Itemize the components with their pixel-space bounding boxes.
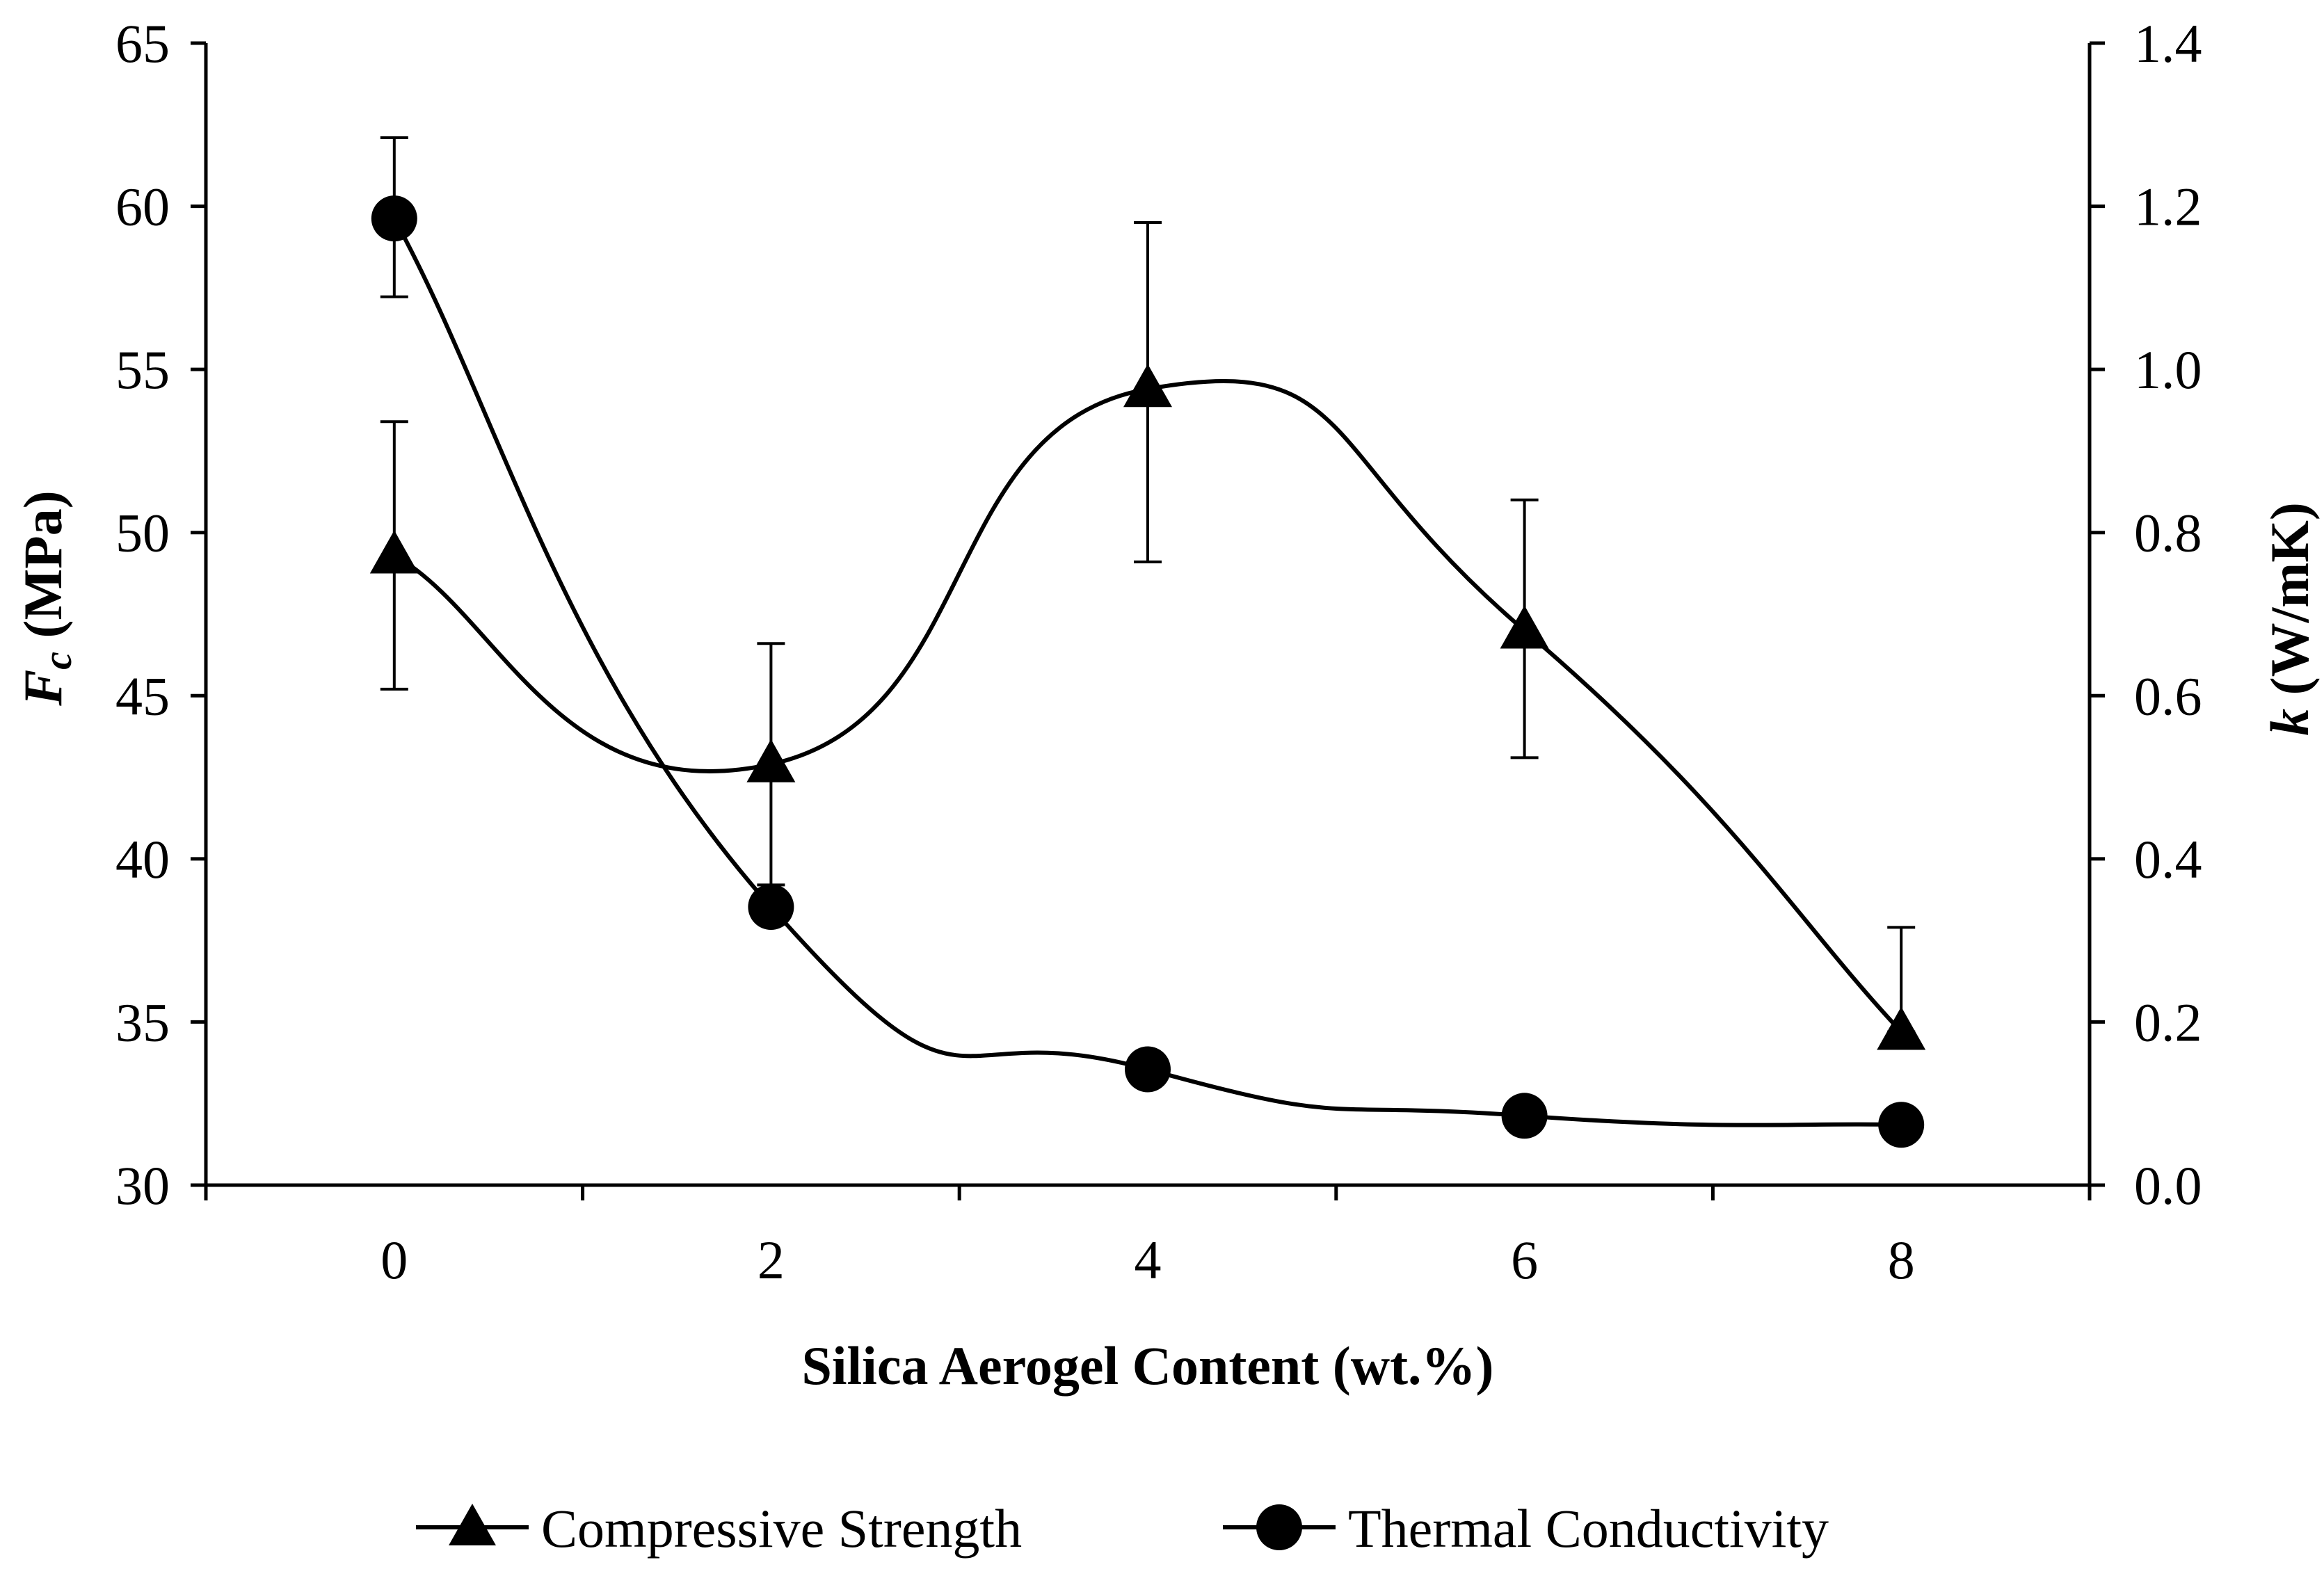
left-y-tick-label: 45 (115, 666, 170, 726)
left-y-tick-label: 50 (115, 503, 170, 563)
legend-triangle-marker (449, 1504, 496, 1545)
series-thermal-conductivity (371, 136, 1925, 1148)
legend: Compressive Strength Thermal Conductivit… (416, 1498, 1829, 1559)
legend-label-thermal-conductivity: Thermal Conductivity (1348, 1498, 1829, 1559)
right-y-axis: 0.0 0.2 0.4 0.6 0.8 1.0 1.2 1.4 (2090, 13, 2202, 1216)
x-tick-label: 6 (1511, 1230, 1538, 1290)
right-y-tick-label: 0.4 (2134, 829, 2202, 890)
right-y-tick-label: 0.2 (2134, 992, 2202, 1052)
legend-label-compressive-strength: Compressive Strength (541, 1498, 1022, 1559)
legend-item-compressive-strength: Compressive Strength (416, 1498, 1022, 1559)
x-tick-label: 2 (758, 1230, 785, 1290)
circle-marker (748, 884, 794, 931)
circle-marker (1501, 1093, 1548, 1139)
left-y-tick-label: 55 (115, 339, 170, 400)
x-tick-label: 0 (380, 1230, 408, 1290)
legend-item-thermal-conductivity: Thermal Conductivity (1223, 1498, 1829, 1559)
triangle-marker (1500, 605, 1549, 649)
triangle-marker (1123, 364, 1172, 408)
left-y-tick-label: 65 (115, 13, 170, 74)
left-y-axis: 30 35 40 45 50 55 60 65 (115, 13, 206, 1216)
x-tick-label: 8 (1888, 1230, 1915, 1290)
triangle-marker (746, 739, 796, 782)
legend-circle-marker (1256, 1504, 1302, 1550)
series-compressive-strength (369, 221, 1926, 1050)
left-y-tick-label: 60 (115, 177, 170, 237)
right-y-axis-title: k (W/mK) (2259, 502, 2320, 736)
x-axis: 0 2 4 6 8 (204, 1185, 2092, 1290)
left-y-tick-label: 40 (115, 829, 170, 890)
triangle-marker (369, 530, 419, 574)
right-y-tick-label: 1.2 (2134, 177, 2202, 237)
triangle-marker (1877, 1006, 1926, 1050)
left-y-tick-label: 30 (115, 1155, 170, 1216)
series-line (392, 217, 1902, 1127)
right-y-tick-label: 0.0 (2134, 1155, 2202, 1216)
x-tick-label: 4 (1135, 1230, 1162, 1290)
axes (204, 43, 2092, 1187)
right-y-tick-label: 0.6 (2134, 666, 2202, 726)
circle-marker (1878, 1102, 1925, 1148)
left-y-tick-label: 35 (115, 992, 170, 1052)
left-y-axis-title: Fc (MPa) (13, 490, 80, 707)
circle-marker (1125, 1046, 1171, 1093)
right-y-tick-label: 1.4 (2134, 13, 2202, 74)
series-layer (369, 136, 1926, 1148)
circle-marker (371, 195, 417, 242)
x-axis-title: Silica Aerogel Content (wt.%) (801, 1335, 1493, 1396)
right-y-tick-label: 0.8 (2134, 503, 2202, 563)
right-y-tick-label: 1.0 (2134, 339, 2202, 400)
